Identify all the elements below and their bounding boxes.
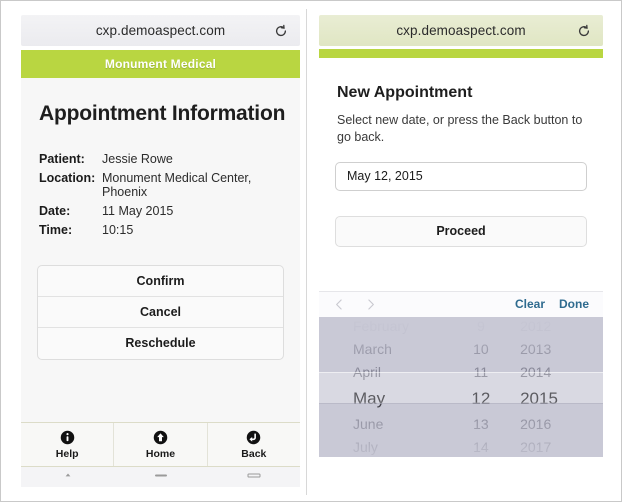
picker-column-year[interactable]: 2012 2013 2014 2015 2016 2017 <box>512 317 603 457</box>
tab-home[interactable]: Home <box>114 423 208 466</box>
date-input[interactable]: May 12, 2015 <box>335 161 587 191</box>
picker-item-day[interactable]: 13 <box>473 415 489 432</box>
left-phone-screen: cxp.demoaspect.com Monument Medical Appo… <box>15 9 307 495</box>
page-title: Appointment Information <box>39 102 286 125</box>
picker-item-day[interactable]: 10 <box>473 340 489 357</box>
bookmarks-icon[interactable] <box>153 473 169 481</box>
right-app-header-bar <box>319 49 603 58</box>
bottom-tab-bar: Help Home Back <box>21 422 300 467</box>
tabs-icon[interactable] <box>246 473 262 481</box>
right-browser-url-bar[interactable]: cxp.demoaspect.com <box>319 15 603 46</box>
appointment-action-group: Confirm Cancel Reschedule <box>37 265 284 360</box>
picker-item-month[interactable]: April <box>353 363 382 380</box>
spacer <box>319 247 603 291</box>
share-icon[interactable] <box>60 473 76 481</box>
detail-value-date: 11 May 2015 <box>102 204 174 218</box>
home-arrow-icon <box>153 430 168 445</box>
tab-label-home: Home <box>145 447 176 460</box>
chevron-right-icon[interactable] <box>364 298 377 311</box>
picker-item-day[interactable]: 9 <box>476 317 485 334</box>
detail-value-location: Monument Medical Center, Phoenix <box>102 171 252 199</box>
detail-label-time: Time: <box>39 223 73 237</box>
tab-back[interactable]: Back <box>208 423 300 466</box>
picker-item-month[interactable]: July <box>353 438 378 455</box>
detail-row-patient: Patient: Jessie Rowe <box>39 152 300 166</box>
right-phone-screen: cxp.demoaspect.com New Appointment Selec… <box>313 9 609 495</box>
picker-item-year-selected[interactable]: 2015 <box>520 388 558 408</box>
reschedule-button[interactable]: Reschedule <box>38 328 283 359</box>
detail-label-date: Date: <box>39 204 71 218</box>
tab-help[interactable]: Help <box>21 423 115 466</box>
left-app-header-bar: Monument Medical <box>21 50 300 78</box>
date-picker-toolbar: Clear Done <box>319 290 603 317</box>
picker-columns: February March April May June July 9 10 … <box>319 317 603 457</box>
app-title: Monument Medical <box>104 57 217 71</box>
tab-label-back: Back <box>241 447 267 460</box>
chevron-left-icon[interactable] <box>333 298 346 311</box>
tab-label-help: Help <box>55 447 79 460</box>
picker-item-day[interactable]: 11 <box>473 363 489 380</box>
clear-button[interactable]: Clear <box>514 297 545 312</box>
proceed-button[interactable]: Proceed <box>335 215 587 247</box>
picker-item-month[interactable]: February <box>353 317 410 334</box>
picker-item-day-selected[interactable]: 12 <box>471 388 491 408</box>
cancel-button[interactable]: Cancel <box>38 297 283 328</box>
detail-label-location: Location: <box>39 171 96 185</box>
done-button[interactable]: Done <box>559 297 589 312</box>
detail-label-patient: Patient: <box>39 152 85 166</box>
back-arrow-icon <box>246 430 261 445</box>
date-picker-wheel[interactable]: February March April May June July 9 10 … <box>319 316 603 457</box>
picker-item-year[interactable]: 2017 <box>520 438 552 455</box>
reload-icon[interactable] <box>577 24 591 38</box>
new-appointment-hint: Select new date, or press the Back butto… <box>337 113 583 144</box>
picker-column-day[interactable]: 9 10 11 12 13 14 <box>450 317 512 457</box>
picker-item-day[interactable]: 14 <box>473 438 489 455</box>
info-icon <box>60 430 75 445</box>
picker-item-month[interactable]: June <box>353 415 384 432</box>
left-browser-url-bar[interactable]: cxp.demoaspect.com <box>21 15 300 46</box>
left-url-text: cxp.demoaspect.com <box>95 23 226 38</box>
browser-bottom-chrome <box>21 467 300 487</box>
detail-value-patient: Jessie Rowe <box>102 152 173 166</box>
picker-item-year[interactable]: 2012 <box>520 317 552 334</box>
picker-item-month[interactable]: March <box>353 340 392 357</box>
confirm-button[interactable]: Confirm <box>38 266 283 297</box>
picker-item-year[interactable]: 2016 <box>520 415 552 432</box>
detail-row-location: Location: Monument Medical Center, Phoen… <box>39 171 300 199</box>
picker-column-month[interactable]: February March April May June July <box>319 317 450 457</box>
detail-row-time: Time: 10:15 <box>39 223 300 237</box>
left-page-body: Appointment Information Patient: Jessie … <box>21 78 300 474</box>
picker-item-year[interactable]: 2014 <box>520 363 552 380</box>
appointment-details: Patient: Jessie Rowe Location: Monument … <box>39 152 300 237</box>
detail-value-time: 10:15 <box>102 223 134 237</box>
right-page-body: New Appointment Select new date, or pres… <box>319 58 603 495</box>
new-appointment-title: New Appointment <box>337 84 473 101</box>
detail-row-date: Date: 11 May 2015 <box>39 204 300 218</box>
picker-item-month-selected[interactable]: May <box>353 388 386 408</box>
proceed-button-wrap: Proceed <box>335 215 587 247</box>
reload-icon[interactable] <box>274 24 288 38</box>
right-url-text: cxp.demoaspect.com <box>396 23 526 38</box>
picker-item-year[interactable]: 2013 <box>520 340 552 357</box>
